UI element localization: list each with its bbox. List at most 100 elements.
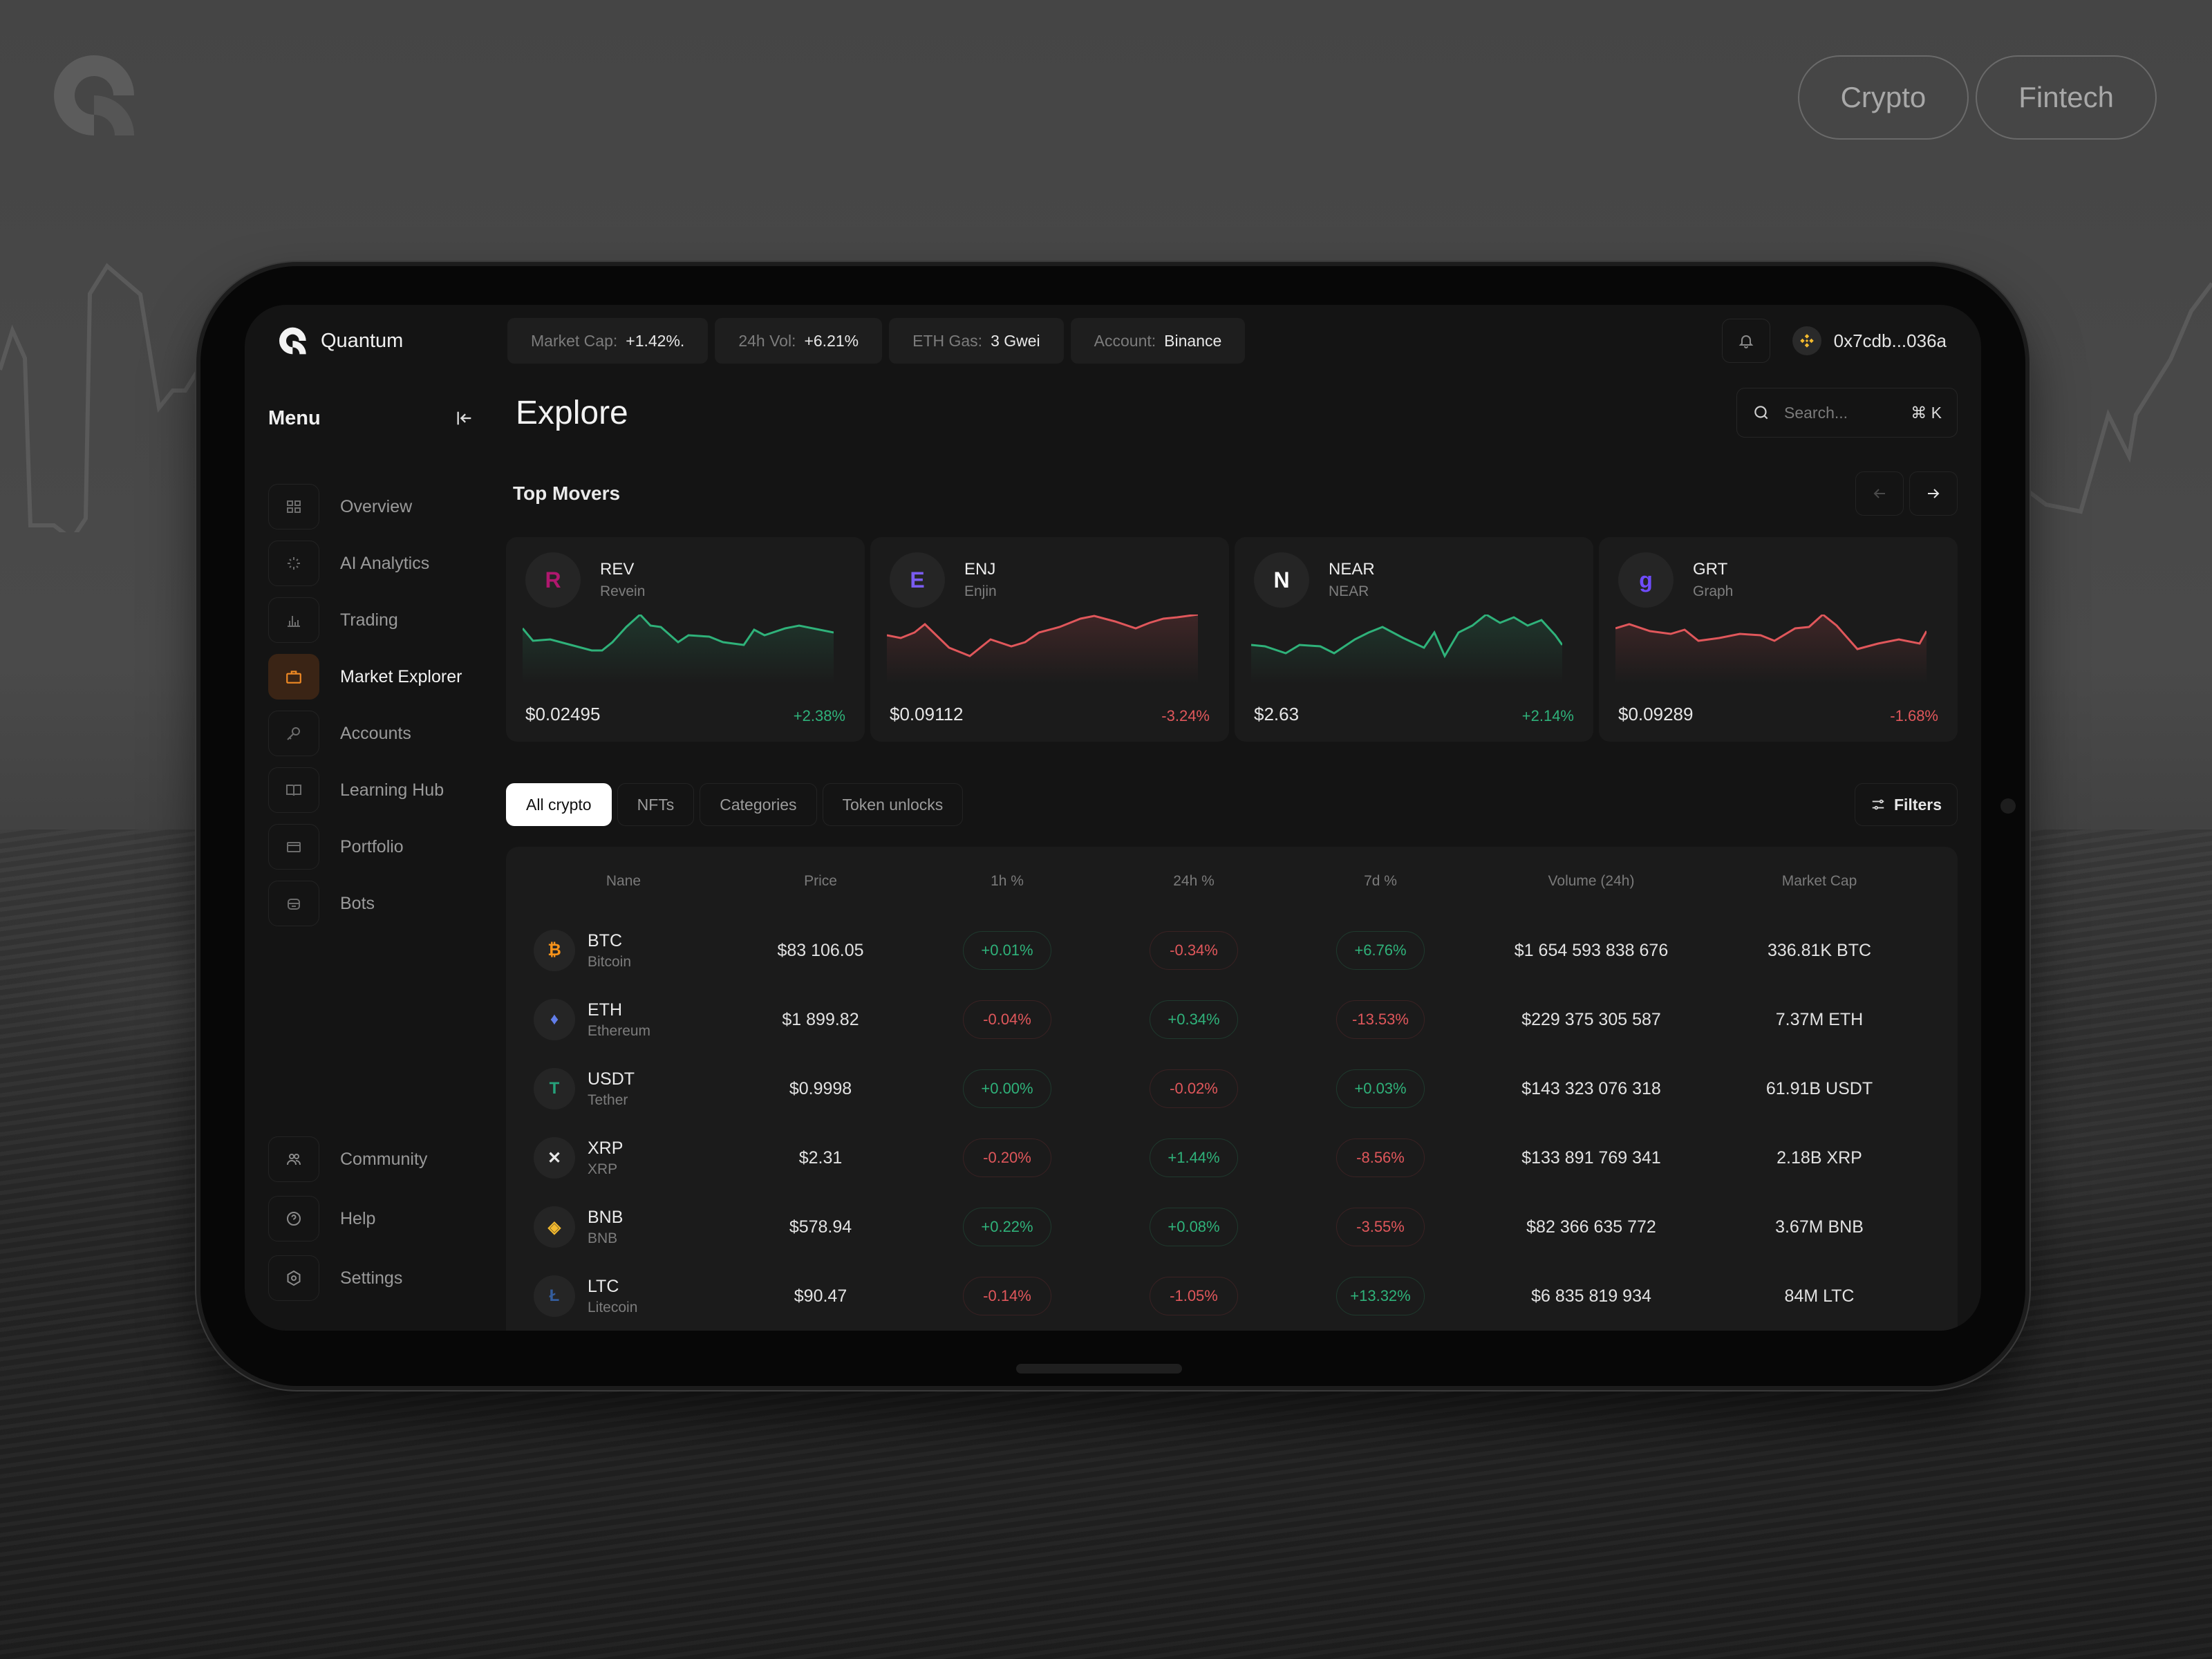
app-brand[interactable]: Quantum (279, 327, 507, 355)
volume-cell: $133 891 769 341 (1521, 1147, 1661, 1168)
tab-categories[interactable]: Categories (700, 783, 817, 826)
price-cell: $0.9998 (789, 1078, 852, 1098)
stat-label: 24h Vol: (738, 331, 796, 350)
price-cell: $83 106.05 (777, 940, 864, 960)
stat-24h-volume: 24h Vol: +6.21% (715, 318, 883, 364)
column-header-name[interactable]: Nane (606, 873, 641, 889)
volume-cell: $229 375 305 587 (1521, 1009, 1661, 1029)
coin-name: BNB (588, 1230, 618, 1246)
sidebar-item-label: Overview (340, 496, 413, 516)
notifications-button[interactable] (1721, 319, 1770, 363)
mover-name: Enjin (964, 583, 997, 599)
change-7d-badge: +13.32% (1336, 1277, 1425, 1315)
mover-card-grt[interactable]: g GRT Graph $0.09289 -1.68% (1599, 537, 1958, 742)
change-24h-badge: +0.08% (1150, 1208, 1238, 1246)
mover-symbol: GRT (1693, 560, 1728, 579)
tag-crypto: Crypto (1797, 55, 1969, 140)
sidebar-item-label: Help (340, 1208, 376, 1228)
change-1h-badge: -0.14% (963, 1277, 1051, 1315)
market-stats: Market Cap: +1.42%. 24h Vol: +6.21% ETH … (507, 318, 1246, 364)
tab-nfts[interactable]: NFTs (617, 783, 695, 826)
mover-name: Revein (600, 583, 646, 599)
coin-symbol: LTC (588, 1276, 619, 1296)
sidebar-item-bots[interactable]: Bots (268, 879, 480, 928)
help-icon (268, 1196, 319, 1241)
stat-account[interactable]: Account: Binance (1070, 318, 1246, 364)
wallet-button[interactable]: 0x7cdb...036a (1792, 326, 1947, 355)
change-7d-badge: -3.55% (1336, 1208, 1425, 1246)
quantum-logo-icon (279, 327, 306, 355)
previous-button[interactable] (1855, 471, 1904, 516)
ethereum-coin-icon: ♦ (534, 999, 575, 1040)
sidebar-item-community[interactable]: Community (268, 1134, 480, 1184)
change-1h-badge: +0.01% (963, 931, 1051, 970)
sidebar-item-label: Trading (340, 610, 398, 630)
sparkline-chart (1251, 615, 1562, 684)
category-tabs: All crypto NFTs Categories Token unlocks (506, 783, 964, 826)
table-row[interactable]: Ł LTC Litecoin $90.47 -0.14% -1.05% +13.3… (520, 1262, 1944, 1331)
tether-coin-icon: T (534, 1068, 575, 1109)
next-button[interactable] (1909, 471, 1958, 516)
mover-change: +2.14% (1521, 707, 1574, 724)
change-1h-badge: -0.20% (963, 1138, 1051, 1177)
mover-card-rev[interactable]: R REV Revein $0.02495 (506, 537, 865, 742)
sidebar-item-trading[interactable]: Trading (268, 595, 480, 645)
table-row[interactable]: ◈ BNB BNB $578.94 +0.22% +0.08% -3.55% $8… (520, 1192, 1944, 1262)
mover-card-enj[interactable]: E ENJ Enjin $0.09112 (870, 537, 1229, 742)
settings-icon (268, 1255, 319, 1301)
change-7d-badge: -8.56% (1336, 1138, 1425, 1177)
bell-icon (1738, 335, 1754, 348)
collapse-sidebar-icon[interactable] (455, 409, 474, 428)
enjin-coin-icon: E (890, 552, 945, 608)
table-row[interactable]: ♦ ETH Ethereum $1 899.82 -0.04% +0.34% -1… (520, 985, 1944, 1054)
table-row[interactable]: ✕ XRP XRP $2.31 -0.20% +1.44% -8.56% $133… (520, 1123, 1944, 1192)
table-row[interactable]: ₿ BTC Bitcoin $83 106.05 +0.01% -0.34% +6… (520, 916, 1944, 985)
sidebar-item-market-explorer[interactable]: Market Explorer (268, 652, 480, 702)
column-header-24h[interactable]: 24h % (1173, 873, 1215, 889)
sidebar-bottom-nav: Community Help Settings (268, 1134, 480, 1303)
column-header-7d[interactable]: 7d % (1364, 873, 1397, 889)
top-movers-title: Top Movers (513, 482, 621, 504)
coin-symbol: USDT (588, 1069, 635, 1089)
background-line-chart-right (2005, 282, 2212, 664)
key-icon (268, 711, 319, 756)
bitcoin-coin-icon: ₿ (534, 930, 575, 971)
near-coin-icon: N (1254, 552, 1309, 608)
column-header-1h[interactable]: 1h % (991, 873, 1024, 889)
sidebar-item-ai-analytics[interactable]: AI Analytics (268, 538, 480, 588)
mover-card-near[interactable]: N NEAR NEAR $2.63 +2.14% (1235, 537, 1593, 742)
brand-logo-icon (54, 55, 134, 135)
graph-coin-icon: g (1618, 552, 1674, 608)
arrow-left-icon (1873, 489, 1885, 498)
sidebar-item-overview[interactable]: Overview (268, 482, 480, 532)
filters-button[interactable]: Filters (1854, 783, 1958, 826)
book-icon (268, 767, 319, 813)
search-input[interactable]: Search... ⌘ K (1736, 388, 1958, 438)
change-24h-badge: -1.05% (1150, 1277, 1238, 1315)
sidebar-item-label: Settings (340, 1268, 403, 1288)
market-cap-cell: 7.37M ETH (1775, 1009, 1864, 1029)
sidebar-item-label: Bots (340, 893, 375, 913)
market-cap-cell: 3.67M BNB (1775, 1217, 1864, 1237)
category-tabs-row: All crypto NFTs Categories Token unlocks… (506, 783, 1958, 826)
sidebar-item-accounts[interactable]: Accounts (268, 709, 480, 758)
sidebar-item-label: AI Analytics (340, 553, 430, 573)
column-header-volume[interactable]: Volume (24h) (1548, 873, 1635, 889)
sidebar: Menu Overview AI Analytics Trading (245, 377, 494, 1331)
sidebar-item-help[interactable]: Help (268, 1194, 480, 1244)
tab-all-crypto[interactable]: All crypto (506, 783, 612, 826)
tab-token-unlocks[interactable]: Token unlocks (822, 783, 964, 826)
sidebar-item-settings[interactable]: Settings (268, 1253, 480, 1303)
sidebar-item-portfolio[interactable]: Portfolio (268, 822, 480, 872)
coin-symbol: BTC (588, 930, 622, 950)
table-row[interactable]: T USDT Tether $0.9998 +0.00% -0.02% +0.03… (520, 1054, 1944, 1123)
column-header-price[interactable]: Price (804, 873, 837, 889)
mover-price: $0.09112 (890, 704, 964, 724)
change-1h-badge: -0.04% (963, 1000, 1051, 1039)
main-content: Explore Search... ⌘ K Top Movers (494, 377, 1981, 1331)
coin-symbol: ETH (588, 1000, 622, 1020)
sparkline-chart (887, 615, 1198, 684)
tag-fintech: Fintech (1976, 55, 2157, 140)
sidebar-item-learning-hub[interactable]: Learning Hub (268, 765, 480, 815)
column-header-market-cap[interactable]: Market Cap (1781, 873, 1857, 889)
